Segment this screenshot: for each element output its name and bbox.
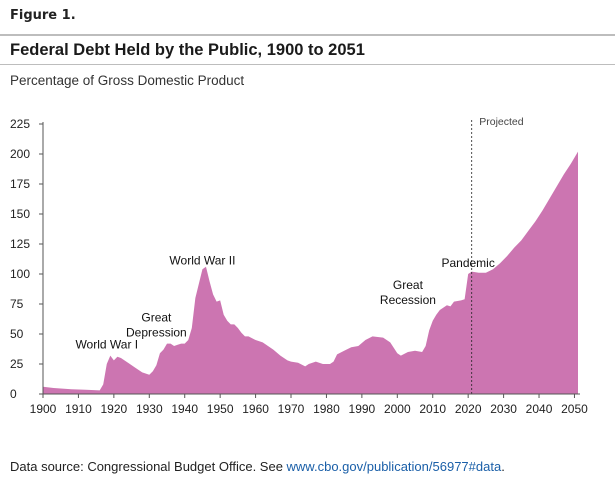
- top-divider: [0, 34, 615, 36]
- figure-label: Figure 1.: [10, 8, 76, 23]
- annotation-label: Great: [393, 278, 424, 292]
- x-tick-label: 1920: [101, 402, 128, 416]
- x-tick-label: 2030: [490, 402, 517, 416]
- x-tick-label: 1900: [30, 402, 57, 416]
- x-tick-label: 2050: [561, 402, 588, 416]
- x-tick-label: 1970: [278, 402, 305, 416]
- annotation-label: Pandemic: [441, 256, 494, 270]
- annotation-label: Recession: [380, 293, 436, 307]
- x-tick-label: 1930: [136, 402, 163, 416]
- data-source-note: Data source: Congressional Budget Office…: [10, 459, 505, 474]
- y-tick-label: 200: [10, 147, 30, 161]
- x-tick-label: 1940: [171, 402, 198, 416]
- y-tick-label: 150: [10, 207, 30, 221]
- x-tick-label: 1910: [65, 402, 92, 416]
- data-source-link[interactable]: www.cbo.gov/publication/56977#data: [286, 459, 502, 474]
- area-layer: [43, 151, 578, 394]
- annotation-label: Depression: [126, 325, 187, 339]
- debt-area: [43, 151, 578, 394]
- y-tick-label: 225: [10, 117, 30, 131]
- x-tick-label: 1990: [349, 402, 376, 416]
- annotation-label: Great: [141, 310, 172, 324]
- x-tick-label: 1980: [313, 402, 340, 416]
- annotation-label: Projected: [479, 116, 524, 128]
- x-tick-label: 1960: [242, 402, 269, 416]
- axis-layer: 0 25 50 75 100 125 150 175 200 225 1900 1910 1920 193…: [10, 117, 588, 416]
- data-source-suffix: .: [501, 459, 505, 474]
- chart-title: Federal Debt Held by the Public, 1900 to…: [10, 41, 365, 59]
- chart-subtitle: Percentage of Gross Domestic Product: [10, 73, 245, 88]
- y-tick-label: 75: [10, 297, 24, 311]
- title-divider: [0, 64, 615, 65]
- x-tick-label: 2010: [419, 402, 446, 416]
- y-tick-label: 100: [10, 267, 30, 281]
- x-tick-label: 1950: [207, 402, 234, 416]
- y-tick-label: 125: [10, 237, 30, 251]
- annotation-label: World War II: [169, 253, 235, 267]
- y-tick-label: 0: [10, 387, 17, 401]
- debt-area-chart: 0 25 50 75 100 125 150 175 200 225 1900 1910 1920 193…: [10, 116, 588, 416]
- data-source-text: Data source: Congressional Budget Office…: [10, 459, 287, 474]
- annotation-label: World War I: [75, 337, 138, 351]
- x-tick-label: 2040: [526, 402, 553, 416]
- x-tick-label: 2000: [384, 402, 411, 416]
- y-tick-label: 25: [10, 357, 24, 371]
- y-tick-label: 175: [10, 177, 30, 191]
- x-tick-label: 2020: [455, 402, 482, 416]
- y-tick-label: 50: [10, 327, 24, 341]
